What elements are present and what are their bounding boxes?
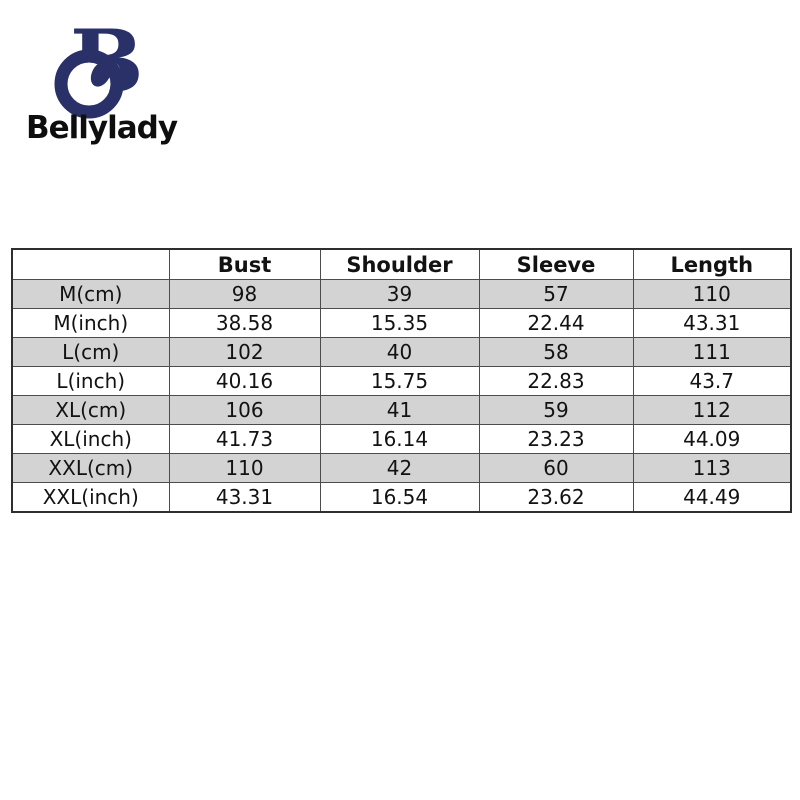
logo-teardrop [90, 61, 112, 87]
header-cell-size [11, 248, 170, 280]
row-label: L(inch) [11, 366, 170, 396]
header-cell-length: Length [632, 248, 792, 280]
table-cell: 43.31 [632, 308, 792, 338]
header-cell-sleeve: Sleeve [478, 248, 634, 280]
table-cell: 38.58 [168, 308, 321, 338]
table-cell: 110 [632, 279, 792, 309]
logo-ring [54, 49, 124, 119]
table-cell: 22.83 [478, 366, 634, 396]
table-cell: 43.31 [168, 482, 321, 513]
table-cell: 102 [168, 337, 321, 367]
table-cell: 111 [632, 337, 792, 367]
table-cell: 15.75 [319, 366, 480, 396]
table-cell: 41 [319, 395, 480, 425]
header-cell-bust: Bust [168, 248, 321, 280]
table-row: XL(cm) 106 41 59 112 [11, 395, 792, 425]
brand-name: Bellylady [26, 110, 178, 146]
table-cell: 22.44 [478, 308, 634, 338]
table-row: M(inch) 38.58 15.35 22.44 43.31 [11, 308, 792, 338]
table-row: M(cm) 98 39 57 110 [11, 279, 792, 309]
table-cell: 57 [478, 279, 634, 309]
row-label: XXL(cm) [11, 453, 170, 483]
table-cell: 44.49 [632, 482, 792, 513]
table-row: L(inch) 40.16 15.75 22.83 43.7 [11, 366, 792, 396]
table-cell: 16.54 [319, 482, 480, 513]
table-cell: 112 [632, 395, 792, 425]
bellylady-monogram-icon: B [54, 13, 144, 119]
table-cell: 44.09 [632, 424, 792, 454]
table-cell: 60 [478, 453, 634, 483]
table-cell: 42 [319, 453, 480, 483]
row-label: L(cm) [11, 337, 170, 367]
table-cell: 43.7 [632, 366, 792, 396]
table-cell: 113 [632, 453, 792, 483]
row-label: XXL(inch) [11, 482, 170, 513]
table-cell: 40.16 [168, 366, 321, 396]
row-label: XL(cm) [11, 395, 170, 425]
table-row: XXL(cm) 110 42 60 113 [11, 453, 792, 483]
table-cell: 58 [478, 337, 634, 367]
table-cell: 106 [168, 395, 321, 425]
row-label: XL(inch) [11, 424, 170, 454]
table-cell: 23.23 [478, 424, 634, 454]
table-cell: 110 [168, 453, 321, 483]
table-row: XXL(inch) 43.31 16.54 23.62 44.49 [11, 482, 792, 513]
table-cell: 41.73 [168, 424, 321, 454]
table-cell: 39 [319, 279, 480, 309]
table-row: XL(inch) 41.73 16.14 23.23 44.09 [11, 424, 792, 454]
row-label: M(cm) [11, 279, 170, 309]
table-row: L(cm) 102 40 58 111 [11, 337, 792, 367]
table-cell: 15.35 [319, 308, 480, 338]
brand-logo: B Bellylady [0, 0, 220, 170]
size-chart-table: Bust Shoulder Sleeve Length M(cm) 98 39 … [11, 248, 792, 513]
table-cell: 59 [478, 395, 634, 425]
table-cell: 98 [168, 279, 321, 309]
row-label: M(inch) [11, 308, 170, 338]
header-cell-shoulder: Shoulder [319, 248, 480, 280]
table-cell: 23.62 [478, 482, 634, 513]
table-cell: 40 [319, 337, 480, 367]
table-cell: 16.14 [319, 424, 480, 454]
header-row: Bust Shoulder Sleeve Length [11, 248, 792, 280]
